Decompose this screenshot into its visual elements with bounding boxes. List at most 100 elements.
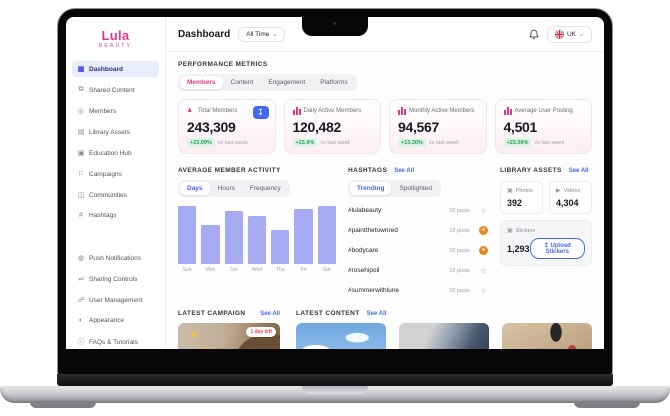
sidebar-item-label: Appearance — [89, 317, 125, 324]
videos-count: 4,304 — [556, 198, 579, 208]
sidebar-item-push-notifications[interactable]: ◍ Push Notifications — [72, 250, 159, 266]
tab-frequency[interactable]: Frequency — [249, 185, 281, 192]
library-assets-title: LIBRARY ASSETS — [500, 167, 562, 174]
sidebar-item-label: Communities — [89, 191, 127, 199]
brand-subtitle: BEAUTY — [98, 43, 133, 49]
sidebar-item-faqs-tutorials[interactable]: ⓘ FAQs & Tutorials — [72, 333, 159, 349]
sidebar: Lula BEAUTY ▦ Dashboard ⧉ Shared Content ◎ Me… — [66, 17, 166, 349]
sidebar-item-appearance[interactable]: ◐ Appearance — [72, 313, 159, 328]
latest-campaign-title: LATEST CAMPAIGN — [178, 310, 246, 317]
tab-days[interactable]: Days — [180, 182, 210, 195]
hashtags-icon: # — [79, 212, 83, 219]
hashtag-row[interactable]: #paintthetownred 18 posts ★ — [348, 224, 488, 237]
laptop-hinge — [57, 374, 613, 386]
sidebar-item-dashboard[interactable]: ▦ Dashboard — [72, 61, 159, 77]
bar-fri[interactable] — [294, 208, 313, 264]
star-outline-icon[interactable]: ☆ — [480, 267, 487, 275]
library-see-all-link[interactable]: See All — [568, 167, 589, 174]
sidebar-item-hashtags[interactable]: # Hashtags — [72, 208, 159, 223]
laptop-base — [0, 386, 670, 403]
hashtag-row[interactable]: #rosehipoil 18 posts ☆ — [348, 264, 488, 277]
hashtag-row[interactable]: #lulabeauty 18 posts ☆ — [348, 204, 488, 217]
webcam-icon — [333, 22, 337, 25]
sidebar-item-education-hub[interactable]: ▣ Education Hub — [72, 145, 159, 161]
locale-dropdown[interactable]: UK ⌄ — [546, 25, 592, 43]
videos-card[interactable]: ▶ Videos 4,304 — [549, 181, 592, 214]
bar-tue[interactable] — [224, 211, 243, 264]
tab-members[interactable]: Members — [180, 76, 223, 89]
content-thumbnail-pavement[interactable] — [399, 323, 489, 349]
bar-sun[interactable] — [178, 206, 197, 264]
bar-tick-label: Sun — [182, 267, 192, 273]
metric-card-label: Daily Active Members — [303, 108, 362, 114]
bar-tick-label: Mon — [205, 267, 216, 273]
tab-platforms[interactable]: Platforms — [320, 79, 348, 86]
hashtags-section: HASHTAGS See All Trending Spotlighted #lu… — [348, 167, 488, 297]
bar-column — [178, 206, 197, 264]
change-badge: +23.9% — [292, 138, 318, 147]
shared-content-icon: ⧉ — [78, 86, 84, 93]
dashboard-app: Lula BEAUTY ▦ Dashboard ⧉ Shared Content ◎ Me… — [66, 17, 604, 349]
metric-card-label: Average User Posting — [514, 108, 573, 114]
chevron-down-icon: ⌄ — [578, 31, 584, 38]
star-outline-icon[interactable]: ☆ — [480, 207, 487, 215]
upload-stickers-button[interactable]: ↥ Upload Stickers — [529, 238, 585, 259]
campaign-thumbnail[interactable]: 1 day left — [178, 323, 280, 349]
tab-engagement[interactable]: Engagement — [268, 79, 306, 86]
hashtags-see-all-link[interactable]: See All — [394, 167, 414, 174]
metric-card-header: ♟ Total Members — [187, 107, 267, 115]
uk-flag-icon — [554, 29, 564, 39]
latest-content-section: LATEST CONTENT See All — [296, 310, 592, 349]
metric-card-header: Daily Active Members — [292, 107, 373, 115]
dashboard-icon: ▦ — [77, 66, 85, 73]
star-filled-icon[interactable]: ★ — [479, 226, 488, 235]
tab-hours[interactable]: Hours — [217, 185, 235, 192]
hashtag-row[interactable]: #summerwithlune 18 posts ☆ — [348, 284, 488, 297]
appearance-icon: ◐ — [78, 317, 84, 324]
content-see-all-link[interactable]: See All — [366, 310, 387, 317]
campaign-days-left-badge: 1 day left — [246, 327, 276, 337]
sidebar-item-label: Members — [89, 107, 117, 115]
sidebar-item-shared-content[interactable]: ⧉ Shared Content — [72, 82, 159, 98]
laptop-lid-groove — [302, 386, 368, 394]
hashtag-name: #lulabeauty — [348, 207, 382, 214]
metric-card-label: Monthly Active Members — [409, 108, 475, 114]
sidebar-item-sharing-controls[interactable]: ⇌ Sharing Controls — [72, 271, 159, 287]
laptop-foot — [574, 401, 640, 408]
hashtag-row[interactable]: #bodycare 18 posts ★ — [348, 244, 488, 257]
sidebar-item-label: Hashtags — [89, 212, 117, 219]
bar-mon[interactable] — [201, 225, 220, 264]
locale-value: UK — [566, 30, 576, 38]
sidebar-item-label: Push Notifications — [89, 254, 142, 262]
bar-sat[interactable] — [317, 206, 336, 264]
sidebar-item-communities[interactable]: ◫ Communities — [72, 187, 159, 203]
notifications-bell-icon[interactable] — [529, 29, 539, 40]
hashtag-name: #summerwithlune — [348, 287, 399, 294]
sidebar-item-label: Education Hub — [89, 149, 132, 157]
sidebar-item-label: Dashboard — [89, 65, 123, 73]
download-report-button[interactable]: ↧ — [252, 106, 269, 119]
campaign-see-all-link[interactable]: See All — [260, 310, 280, 317]
upload-icon: ↥ — [543, 243, 549, 249]
time-filter-dropdown[interactable]: All Time ⌄ — [238, 26, 286, 42]
content-thumbnail-clouds[interactable] — [296, 323, 386, 349]
sidebar-item-library-assets[interactable]: ▤ Library Assets — [72, 124, 159, 140]
hashtags-title: HASHTAGS — [348, 167, 388, 174]
content-thumbnail-beach[interactable] — [502, 323, 592, 349]
sidebar-nav-secondary: ◍ Push Notifications ⇌ Sharing Controls ☍ Use… — [72, 250, 159, 349]
tab-content[interactable]: Content — [230, 79, 254, 86]
bar-tick-label: Sat — [323, 267, 331, 273]
tab-spotlighted[interactable]: Spotlighted — [399, 185, 432, 192]
sidebar-item-members[interactable]: ◎ Members — [72, 103, 159, 119]
star-outline-icon[interactable]: ☆ — [480, 287, 487, 295]
tab-trending[interactable]: Trending — [350, 182, 392, 195]
photos-card[interactable]: ▣ Photos 392 — [500, 181, 543, 214]
bar-wed[interactable] — [247, 215, 267, 264]
bar-thu[interactable] — [271, 229, 290, 264]
sidebar-item-user-management[interactable]: ☍ User Management — [72, 292, 159, 308]
sidebar-item-campaigns[interactable]: ⚐ Campaigns — [72, 166, 159, 182]
star-filled-icon[interactable]: ★ — [479, 246, 488, 255]
hashtag-post-count: 18 posts — [449, 207, 470, 214]
metric-card-header: Monthly Active Members — [398, 107, 478, 115]
bar-column — [317, 206, 336, 264]
